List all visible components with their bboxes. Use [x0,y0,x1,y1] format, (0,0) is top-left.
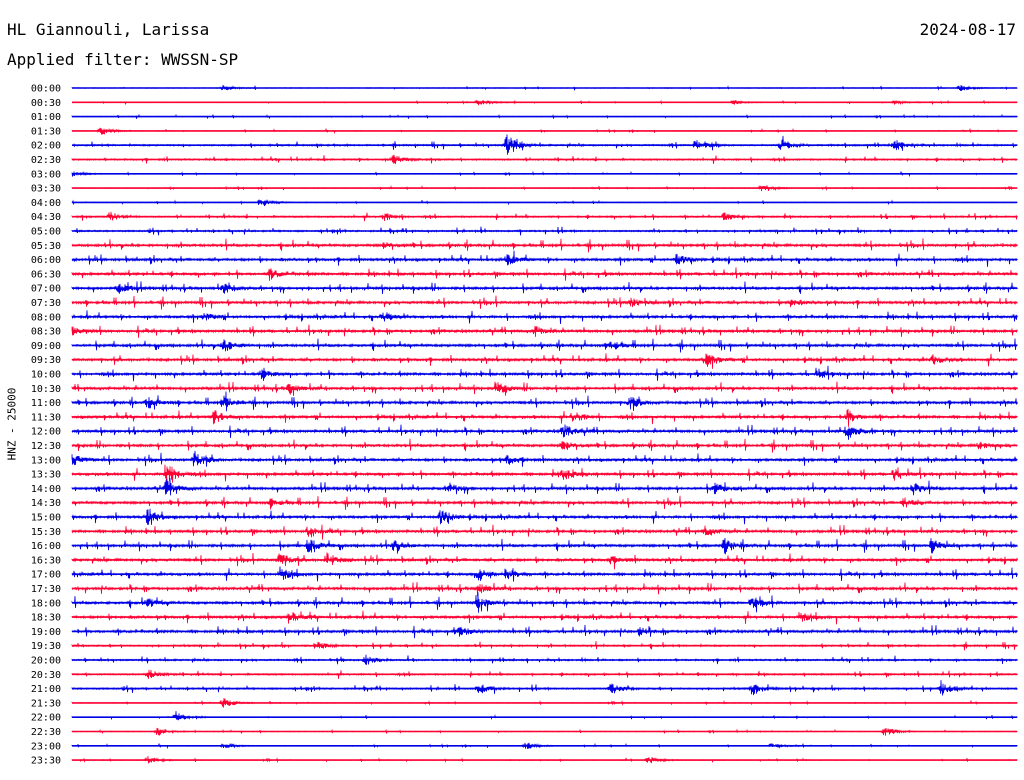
row-time-label: 10:00 [31,370,61,381]
row-time-label: 17:00 [31,570,61,581]
trace-line [71,267,1018,281]
row-time-label: 05:30 [31,241,61,252]
row-time-label: 04:30 [31,212,61,223]
trace-line [71,353,1018,369]
row-time-label: 12:30 [31,441,61,452]
row-time-label: 07:30 [31,298,61,309]
row-time-label: 18:00 [31,598,61,609]
trace-line [71,424,1018,440]
row-time-label: 19:30 [31,641,61,652]
row-time-label: 19:00 [31,627,61,638]
row-time-label: 14:30 [31,498,61,509]
trace-line [71,552,1018,570]
row-time-label: 01:30 [31,126,61,137]
row-time-label: 11:00 [31,398,61,409]
row-time-label: 18:30 [31,613,61,624]
row-time-label: 08:00 [31,312,61,323]
row-time-label: 15:00 [31,513,61,524]
row-time-label: 22:00 [31,713,61,724]
row-time-label: 23:30 [31,756,61,767]
row-time-label: 11:30 [31,412,61,423]
date-label: 2024-08-17 [919,20,1016,39]
row-time-label: 02:00 [31,141,61,152]
filter-label: Applied filter: WWSSN-SP [7,50,239,69]
row-time-label: 03:00 [31,169,61,180]
row-time-label: 15:30 [31,527,61,538]
trace-line [71,711,1018,721]
row-time-label: 13:00 [31,455,61,466]
trace-line [71,450,1018,467]
row-time-label: 06:30 [31,269,61,280]
row-time-label: 07:00 [31,284,61,295]
row-time-label: 20:30 [31,670,61,681]
row-time-label: 16:00 [31,541,61,552]
row-time-label: 23:00 [31,741,61,752]
row-time-label: 16:30 [31,555,61,566]
row-time-label: 02:30 [31,155,61,166]
row-time-label: 12:00 [31,427,61,438]
station-title: HL Giannouli, Larissa [7,20,210,39]
row-time-label: 09:30 [31,355,61,366]
row-time-label: 05:00 [31,227,61,238]
trace-line [71,477,1018,496]
row-time-label: 09:00 [31,341,61,352]
row-time-label: 10:30 [31,384,61,395]
row-time-label: 17:30 [31,584,61,595]
trace-line [71,408,1018,427]
row-time-label: 04:00 [31,198,61,209]
row-time-label: 22:30 [31,727,61,738]
trace-line [71,391,1018,412]
row-time-label: 21:30 [31,698,61,709]
row-time-label: 01:00 [31,112,61,123]
row-time-label: 03:30 [31,184,61,195]
row-time-label: 06:00 [31,255,61,266]
row-time-label: 00:30 [31,98,61,109]
row-time-label: 14:00 [31,484,61,495]
row-time-label: 21:00 [31,684,61,695]
trace-line [71,250,1018,267]
row-time-label: 00:00 [31,84,61,95]
row-time-label: 13:30 [31,470,61,481]
row-time-label: 08:30 [31,327,61,338]
row-time-label: 20:00 [31,656,61,667]
